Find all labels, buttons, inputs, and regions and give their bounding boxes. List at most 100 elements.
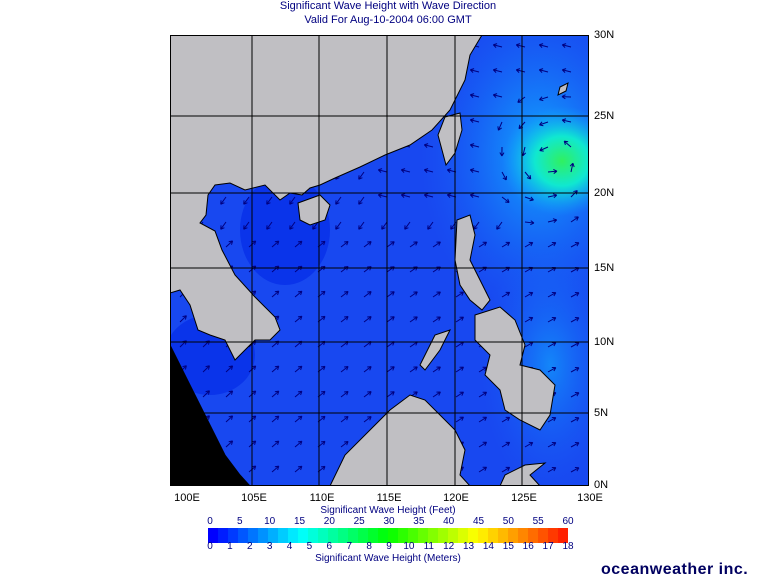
wave-direction-arrow [469, 118, 480, 123]
colorbar-swatch [278, 528, 288, 543]
wave-direction-arrow [561, 94, 572, 100]
wave-direction-arrow [404, 221, 411, 230]
wave-direction-arrow [427, 221, 434, 230]
lat-lon-grid [170, 35, 589, 486]
colorbar-swatch [448, 528, 458, 543]
typhoon-wave-max [502, 106, 589, 216]
wave-direction-arrow [570, 467, 580, 473]
wave-direction-arrow [225, 415, 234, 423]
wave-direction-arrow [386, 291, 395, 298]
wave-direction-arrow [289, 196, 296, 205]
wave-direction-arrow [478, 441, 488, 448]
wave-direction-arrow [386, 241, 395, 248]
colorbar-tick: 13 [462, 541, 475, 552]
colorbar-tick: 6 [326, 541, 333, 552]
wave-direction-arrow [381, 221, 388, 230]
colorbar-swatch [548, 528, 558, 543]
wave-direction-arrow [363, 241, 372, 248]
wave-direction-arrow [524, 220, 535, 226]
colorbar-swatch [468, 528, 478, 543]
wave-direction-arrow [496, 221, 503, 230]
colorbar-swatch [328, 528, 338, 543]
wave-direction-arrow [539, 96, 549, 102]
wave-direction-arrow [547, 218, 558, 224]
wave-direction-arrow [432, 391, 441, 398]
wave-direction-arrow [363, 391, 372, 398]
wave-direction-arrow [432, 366, 441, 373]
colorbar-tick: 5 [237, 516, 243, 527]
wave-direction-arrow [547, 168, 558, 174]
colorbar-swatch [268, 528, 278, 543]
lon-label: 120E [443, 492, 469, 504]
colorbar-swatch [378, 528, 388, 543]
land-small-island [557, 82, 569, 96]
colorbar-swatch [408, 528, 418, 543]
wave-direction-arrow [225, 240, 234, 248]
wave-direction-arrow [363, 291, 372, 298]
wave-direction-arrow [358, 171, 365, 180]
wave-direction-arrow [469, 168, 480, 173]
wave-direction-arrow [266, 196, 273, 205]
colorbar-tick: 10 [264, 516, 276, 527]
wave-direction-arrow [478, 416, 488, 423]
colorbar-swatch [528, 528, 538, 543]
wave-direction-arrow [220, 196, 227, 205]
wave-direction-arrow [271, 240, 280, 248]
colorbar-swatch [248, 528, 258, 543]
map-frame [170, 35, 589, 486]
wave-direction-arrow [294, 390, 303, 398]
wave-direction-arrow [294, 365, 303, 373]
wave-direction-arrow [469, 193, 480, 198]
colorbar-tick: 15 [293, 516, 306, 527]
wave-direction-arrow [409, 316, 418, 323]
wave-direction-arrow [538, 68, 549, 73]
land-malay-sumatra [170, 344, 251, 486]
wave-direction-arrow [455, 391, 464, 398]
wave-direction-arrow [517, 96, 526, 103]
wave-direction-arrow [547, 316, 557, 323]
map-subtitle: Valid For Aug-10-2004 06:00 GMT [304, 14, 472, 26]
lat-label: 10N [594, 336, 615, 348]
wave-direction-arrow [400, 168, 411, 173]
colorbar-tick: 50 [502, 516, 514, 527]
wave-direction-arrow [515, 43, 526, 48]
lat-label: 15N [594, 262, 615, 274]
wave-direction-arrow [363, 366, 372, 373]
colorbar-tick: 5 [306, 541, 313, 552]
colorbar-tick: 4 [286, 541, 293, 552]
wave-direction-arrow [455, 316, 464, 323]
wave-direction-arrow [312, 221, 319, 230]
wave-direction-arrow [563, 140, 572, 148]
swell-region-e [480, 235, 589, 486]
wave-direction-arrow [570, 242, 580, 248]
wave-direction-arrow [294, 440, 303, 448]
wave-direction-arrow [561, 68, 572, 73]
colorbar-tick: 9 [386, 541, 392, 552]
wave-direction-arrow [569, 162, 575, 173]
wave-direction-arrow [386, 366, 395, 373]
wave-direction-arrow [524, 316, 534, 323]
wave-direction-arrow [499, 146, 505, 157]
colorbar-tick: 7 [346, 541, 352, 552]
land-hainan [297, 194, 331, 226]
wave-direction-arrow [340, 290, 349, 298]
wave-direction-arrow [335, 221, 342, 230]
wave-direction-arrow [570, 317, 580, 323]
lon-label: 110E [309, 492, 335, 504]
wave-direction-arrow [501, 241, 511, 248]
colorbar-swatch [538, 528, 548, 543]
lon-label: 125E [511, 492, 537, 504]
colorbar-tick: 14 [482, 541, 494, 552]
lon-label: 100E [174, 492, 200, 504]
wave-direction-arrow [243, 221, 250, 230]
lat-label: 30N [594, 29, 615, 41]
wave-direction-arrow [570, 216, 579, 223]
wave-direction-arrow [271, 390, 280, 398]
wave-direction-arrow [492, 93, 503, 98]
wave-direction-arrow [377, 193, 388, 198]
colorbar-swatch [318, 528, 328, 543]
colorbar-feet-title: Significant Wave Height (Feet) [320, 505, 456, 516]
colorbar-tick: 40 [443, 516, 455, 527]
colorbar-swatch [388, 528, 398, 543]
